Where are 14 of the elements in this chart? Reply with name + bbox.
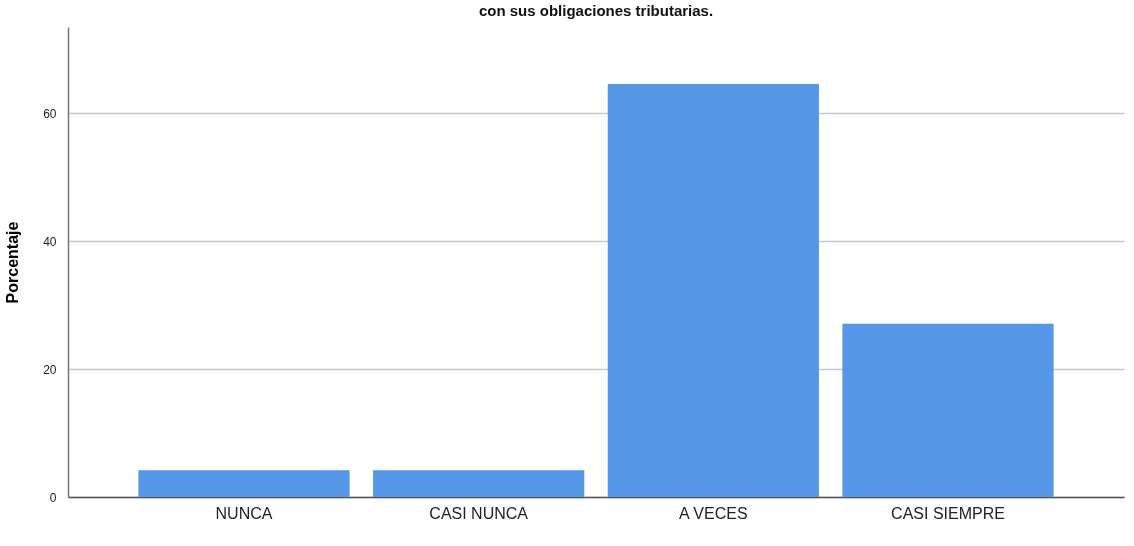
bar bbox=[138, 470, 350, 497]
x-tick-label: A VECES bbox=[679, 504, 748, 522]
y-axis-title: Porcentaje bbox=[4, 221, 22, 304]
bar bbox=[607, 83, 819, 497]
y-tick-label: 0 bbox=[49, 490, 57, 505]
y-tick-label: 60 bbox=[43, 106, 57, 121]
y-tick-label: 40 bbox=[43, 234, 57, 249]
x-tick-label: CASI SIEMPRE bbox=[891, 504, 1005, 522]
x-tick-label: NUNCA bbox=[215, 504, 273, 522]
y-tick-label: 20 bbox=[43, 362, 57, 377]
chart-title: con sus obligaciones tributarias. bbox=[478, 2, 714, 19]
x-tick-label: CASI NUNCA bbox=[429, 504, 529, 522]
bar bbox=[373, 470, 585, 497]
bar bbox=[842, 323, 1054, 497]
